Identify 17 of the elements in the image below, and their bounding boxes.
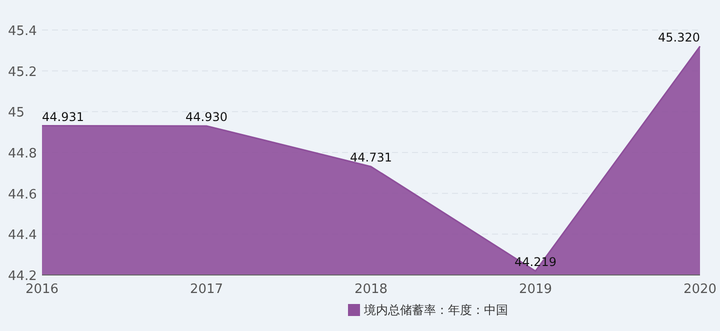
x-tick-label: 2016 <box>25 282 59 297</box>
x-tick-label: 2018 <box>354 282 388 297</box>
y-tick-label: 45.2 <box>8 64 37 80</box>
y-tick-label: 44.2 <box>8 269 37 284</box>
y-tick-label: 44.6 <box>8 187 37 202</box>
y-tick-label: 44.8 <box>8 146 37 162</box>
legend-label: 境内总储蓄率：年度：中国 <box>363 303 508 317</box>
x-tick-label: 2020 <box>683 282 717 297</box>
data-label: 44.931 <box>42 110 84 124</box>
data-label: 44.930 <box>186 110 228 124</box>
y-tick-label: 45 <box>8 106 25 121</box>
y-tick-label: 45.4 <box>8 24 37 39</box>
x-tick-label: 2017 <box>190 282 224 297</box>
x-tick-label: 2019 <box>518 282 552 297</box>
y-tick-label: 44.4 <box>8 228 37 244</box>
data-label: 44.731 <box>350 150 392 165</box>
data-label: 45.320 <box>658 30 700 44</box>
